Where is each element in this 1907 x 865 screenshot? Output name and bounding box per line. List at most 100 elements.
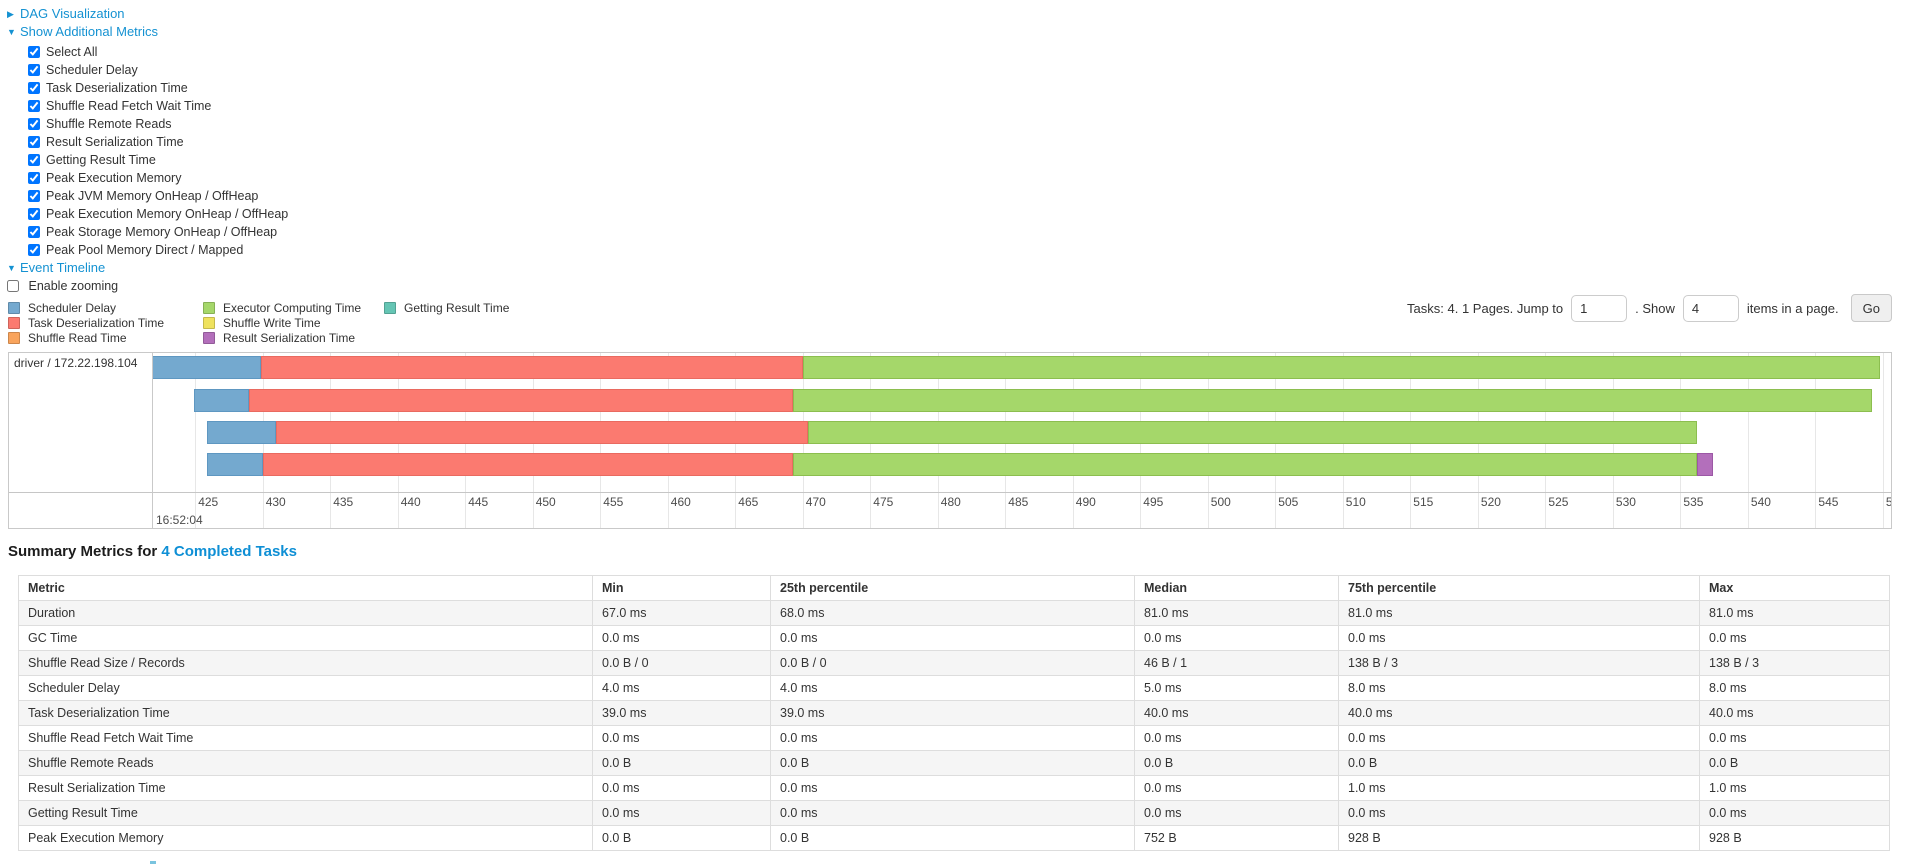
column-header: Median (1134, 575, 1339, 601)
axis-tick-label: 480 (940, 495, 961, 509)
task-bar-segment-result_serialization[interactable] (1696, 453, 1713, 476)
show-additional-metrics-toggle[interactable]: ▼ Show Additional Metrics (7, 23, 288, 41)
metric-name-cell: Shuffle Read Size / Records (18, 650, 593, 676)
metric-value-cell: 46 B / 1 (1134, 650, 1339, 676)
summary-heading-text: Summary Metrics for (8, 543, 158, 560)
metric-checkbox-label: Shuffle Read Fetch Wait Time (46, 99, 212, 113)
table-row: Getting Result Time 0.0 ms 0.0 ms 0.0 ms 0.0… (18, 800, 1890, 826)
items-per-page-input[interactable] (1682, 294, 1739, 322)
metric-value-cell: 0.0 B (1134, 750, 1339, 776)
task-bar-segment-executor_computing[interactable] (793, 453, 1697, 476)
metric-checkbox-label: Shuffle Remote Reads (46, 117, 172, 131)
axis-tick-label: 495 (1143, 495, 1164, 509)
dag-visualization-toggle[interactable]: ▶ DAG Visualization (7, 5, 288, 23)
axis-tick-label: 455 (603, 495, 624, 509)
metric-checkbox[interactable] (28, 118, 40, 130)
legend-column: Executor Computing Time Shuffle Write Tim… (203, 301, 361, 346)
task-count-text: Tasks: 4. 1 Pages. Jump to (1407, 300, 1564, 316)
task-bar-segment-executor_computing[interactable] (802, 356, 1881, 379)
task-bar-segment-scheduler_delay[interactable] (207, 421, 277, 444)
metric-value-cell: 0.0 B (1338, 750, 1700, 776)
legend-label: Task Deserialization Time (28, 316, 165, 330)
legend-label: Shuffle Write Time (223, 316, 321, 330)
task-bar-segment-task_deserialization[interactable] (261, 356, 803, 379)
axis-tick-label: 545 (1818, 495, 1839, 509)
metric-value-cell: 0.0 ms (592, 625, 771, 651)
metric-checkbox[interactable] (28, 46, 40, 58)
task-bar-segment-scheduler_delay[interactable] (193, 389, 250, 412)
event-timeline-toggle[interactable]: ▼ Event Timeline (7, 259, 288, 277)
task-bar-segment-task_deserialization[interactable] (276, 421, 809, 444)
metric-checkbox-row: Task Deserialization Time (7, 79, 288, 97)
go-button[interactable]: Go (1850, 294, 1892, 322)
table-row: Result Serialization Time 0.0 ms 0.0 ms 0.0… (18, 775, 1890, 801)
metric-value-cell: 81.0 ms (1134, 600, 1339, 626)
metric-checkbox[interactable] (28, 226, 40, 238)
metric-checkbox[interactable] (28, 244, 40, 256)
jump-to-page-input[interactable] (1571, 294, 1628, 322)
task-bar-segment-task_deserialization[interactable] (262, 453, 794, 476)
axis-tick-label: 445 (468, 495, 489, 509)
metric-value-cell: 5.0 ms (1134, 675, 1339, 701)
metric-checkbox[interactable] (28, 154, 40, 166)
metric-value-cell: 8.0 ms (1338, 675, 1700, 701)
metric-checkbox[interactable] (28, 172, 40, 184)
column-header: Metric (18, 575, 593, 601)
enable-zooming-row: Enable zooming (7, 277, 288, 295)
metric-checkbox[interactable] (28, 136, 40, 148)
metric-value-cell: 8.0 ms (1699, 675, 1890, 701)
metric-value-cell: 0.0 B (1699, 750, 1890, 776)
legend-item-result_serialization: Result Serialization Time (203, 331, 361, 345)
enable-zooming-checkbox[interactable] (7, 280, 19, 292)
metric-value-cell: 0.0 ms (1699, 625, 1890, 651)
task-bar-segment-executor_computing[interactable] (793, 389, 1873, 412)
task-pagination-controls: Tasks: 4. 1 Pages. Jump to . Show items … (1403, 290, 1892, 326)
metric-value-cell: 0.0 ms (1338, 725, 1700, 751)
task-bar-segment-scheduler_delay[interactable] (207, 453, 263, 476)
shuffle_write-swatch-icon (203, 317, 215, 329)
axis-tick-label: 550 (1885, 495, 1892, 509)
metric-checkbox-label: Peak Execution Memory (46, 171, 182, 185)
metric-name-cell: Peak Execution Memory (18, 825, 593, 851)
task-bar-segment-executor_computing[interactable] (808, 421, 1697, 444)
metric-value-cell: 752 B (1134, 825, 1339, 851)
axis-tick-label: 530 (1615, 495, 1636, 509)
timeline-gridline (195, 353, 197, 528)
axis-tick-label: 515 (1413, 495, 1434, 509)
legend-item-getting_result: Getting Result Time (384, 301, 509, 315)
metric-checkbox[interactable] (28, 100, 40, 112)
event-timeline-chart: driver / 172.22.198.104 425 430 435 440 445 4… (8, 352, 1892, 529)
metric-name-cell: Result Serialization Time (18, 775, 593, 801)
metric-value-cell: 0.0 ms (770, 800, 1135, 826)
axis-tick-label: 510 (1345, 495, 1366, 509)
summary-table-header-row: Metric Min 25th percentile Median 75th perce… (18, 575, 1890, 601)
timeline-gridline (1747, 353, 1749, 528)
getting_result-swatch-icon (384, 302, 396, 314)
metric-value-cell: 1.0 ms (1338, 775, 1700, 801)
axis-tick-label: 540 (1750, 495, 1771, 509)
timeline-gridline (1882, 353, 1884, 528)
metric-checkbox-label: Peak Execution Memory OnHeap / OffHeap (46, 207, 289, 221)
metric-value-cell: 0.0 B / 0 (770, 650, 1135, 676)
metric-checkbox[interactable] (28, 82, 40, 94)
axis-tick-label: 450 (535, 495, 556, 509)
task-bar-segment-scheduler_delay[interactable] (152, 356, 262, 379)
legend-label: Scheduler Delay (28, 301, 117, 315)
metric-checkbox-label: Peak Pool Memory Direct / Mapped (46, 243, 244, 257)
metric-value-cell: 0.0 ms (1338, 800, 1700, 826)
metric-checkbox-label: Peak Storage Memory OnHeap / OffHeap (46, 225, 278, 239)
column-header: Max (1699, 575, 1890, 601)
axis-tick-label: 525 (1548, 495, 1569, 509)
executor_computing-swatch-icon (203, 302, 215, 314)
task-bar-segment-task_deserialization[interactable] (249, 389, 794, 412)
metric-checkbox[interactable] (28, 64, 40, 76)
axis-tick-label: 440 (400, 495, 421, 509)
metric-checkbox[interactable] (28, 190, 40, 202)
legend-item-scheduler_delay: Scheduler Delay (8, 301, 164, 315)
metric-checkbox-row: Peak Storage Memory OnHeap / OffHeap (7, 223, 288, 241)
metric-checkbox-row: Peak Pool Memory Direct / Mapped (7, 241, 288, 259)
metric-value-cell: 0.0 B (770, 825, 1135, 851)
metric-checkbox[interactable] (28, 208, 40, 220)
completed-tasks-link[interactable]: 4 Completed Tasks (161, 543, 297, 560)
